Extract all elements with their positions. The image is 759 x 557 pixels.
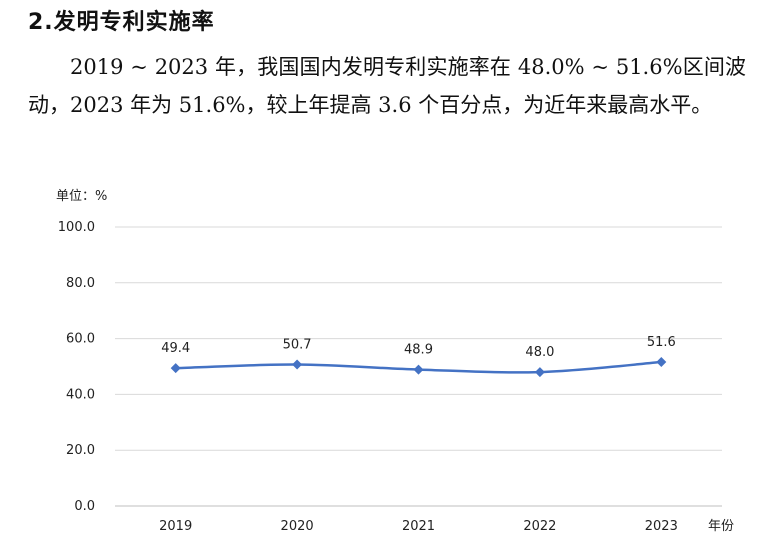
x-tick-label: 2020 (281, 519, 314, 534)
data-label: 50.7 (283, 338, 312, 353)
data-point (413, 364, 424, 375)
x-tick-label: 2023 (645, 519, 678, 534)
x-axis-label: 年份 (708, 519, 734, 534)
data-label: 48.0 (525, 345, 554, 360)
x-tick-label: 2021 (402, 519, 435, 534)
y-tick-label: 100.0 (58, 220, 95, 235)
implementation-rate-line-chart: 单位：% 年份 0.0 20.0 40.0 60.0 80.0 100.0 2019 2020… (56, 189, 734, 534)
data-labels: 49.4 50.7 48.9 48.0 51.6 (161, 335, 676, 360)
data-point (170, 363, 181, 374)
x-tick-label: 2022 (523, 519, 556, 534)
y-tick-label: 40.0 (66, 387, 95, 402)
y-tick-label: 80.0 (66, 276, 95, 291)
data-label: 48.9 (404, 343, 433, 358)
y-tick-label: 0.0 (74, 499, 95, 514)
data-label: 49.4 (161, 341, 190, 356)
data-point (534, 367, 545, 378)
unit-label: 单位：% (56, 189, 107, 204)
data-label: 51.6 (647, 335, 676, 350)
data-points (170, 357, 667, 378)
tick-labels: 0.0 20.0 40.0 60.0 80.0 100.0 2019 2020 2021 2022… (58, 220, 678, 534)
y-tick-label: 60.0 (66, 332, 95, 347)
grid-lines (115, 226, 722, 507)
y-tick-label: 20.0 (66, 443, 95, 458)
data-point (292, 359, 303, 370)
section-heading: 2.发明专利实施率 (28, 10, 215, 35)
body-paragraph: 2019 ~ 2023 年，我国国内发明专利实施率在 48.0% ~ 51.6%… (28, 55, 746, 117)
data-point (656, 357, 667, 368)
x-tick-label: 2019 (159, 519, 192, 534)
